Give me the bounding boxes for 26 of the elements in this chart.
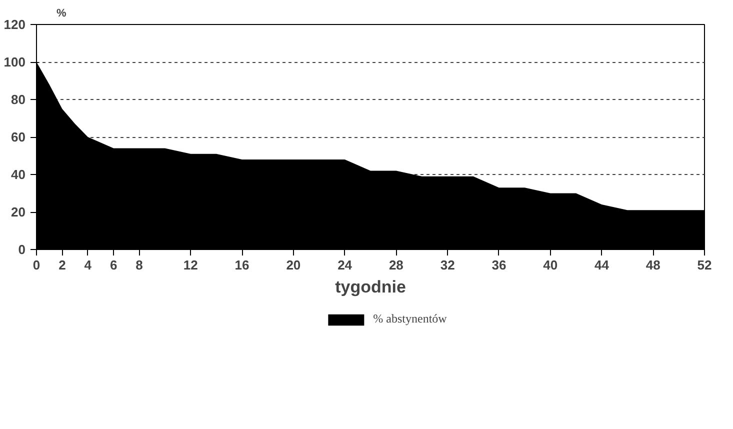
y-tick-label: 100 (4, 54, 26, 70)
x-tick-label: 20 (286, 258, 301, 272)
x-tick-label: 36 (492, 258, 506, 272)
x-tick-label: 52 (697, 258, 712, 272)
x-tick-label: 8 (136, 258, 143, 272)
y-axis-title: % (56, 8, 66, 20)
x-tick-label: 0 (32, 258, 40, 272)
x-tick-label: 32 (440, 258, 455, 272)
y-tick-label: 80 (11, 92, 26, 107)
x-axis-title: tygodnie (335, 278, 406, 296)
y-tick-label: 0 (18, 242, 26, 257)
y-tick-label: 40 (11, 167, 26, 182)
x-tick-label: 24 (338, 258, 353, 272)
y-tick-label: 60 (11, 130, 26, 144)
x-tick-label: 40 (543, 258, 558, 272)
x-tick-label: 44 (594, 258, 610, 272)
x-tick-label: 28 (388, 258, 404, 272)
y-tick-label: 20 (11, 204, 26, 220)
x-tick-label: 4 (84, 258, 92, 272)
x-tick-label: 2 (58, 258, 66, 272)
x-tick-label: 48 (646, 258, 660, 272)
x-tick-label: 6 (110, 258, 118, 272)
y-tick-label: 120 (4, 17, 26, 32)
legend-label: % abstynentów (373, 312, 447, 326)
x-tick-label: 12 (183, 258, 198, 272)
x-tick-label: 16 (234, 258, 250, 272)
